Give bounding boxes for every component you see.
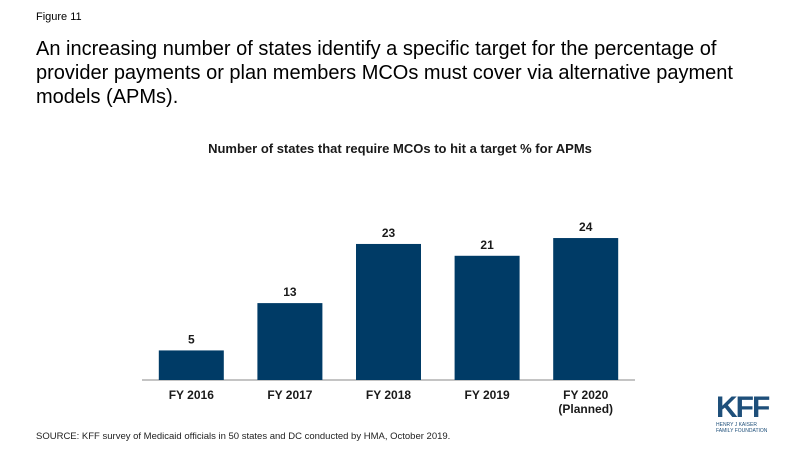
- x-tick-label-2: FY 2018: [366, 388, 411, 402]
- headline: An increasing number of states identify …: [36, 38, 733, 108]
- data-label-3: 21: [480, 238, 494, 252]
- bar-chart: 5 FY 2016 13 FY 2017 23 FY 2018 21 FY 2019 24 FY …: [142, 220, 635, 416]
- logo-line-2: FAMILY FOUNDATION: [716, 428, 768, 434]
- x-tick-label-4-line-1: (Planned): [558, 402, 613, 416]
- bar-1: [257, 303, 323, 380]
- x-tick-label-1: FY 2017: [267, 388, 312, 402]
- bar-4: [553, 238, 619, 380]
- x-tick-label-4: FY 2020: [563, 388, 608, 402]
- data-label-4: 24: [579, 220, 593, 234]
- logo-line-1: HENRY J KAISER: [716, 422, 757, 428]
- logo-mark: KFF: [716, 391, 770, 424]
- source-note: SOURCE: KFF survey of Medicaid officials…: [36, 431, 451, 442]
- bar-2: [356, 243, 421, 380]
- kff-logo: KFF HENRY J KAISER FAMILY FOUNDATION: [716, 391, 776, 435]
- data-label-2: 23: [382, 226, 396, 240]
- figure-label: Figure 11: [36, 11, 82, 23]
- x-tick-label-0: FY 2016: [169, 388, 214, 402]
- x-tick-label-3: FY 2019: [465, 388, 510, 402]
- data-label-1: 13: [283, 285, 297, 299]
- bar-0: [158, 350, 224, 380]
- bar-3: [454, 255, 520, 380]
- data-label-0: 5: [188, 332, 195, 346]
- chart-title: Number of states that require MCOs to hi…: [208, 141, 592, 156]
